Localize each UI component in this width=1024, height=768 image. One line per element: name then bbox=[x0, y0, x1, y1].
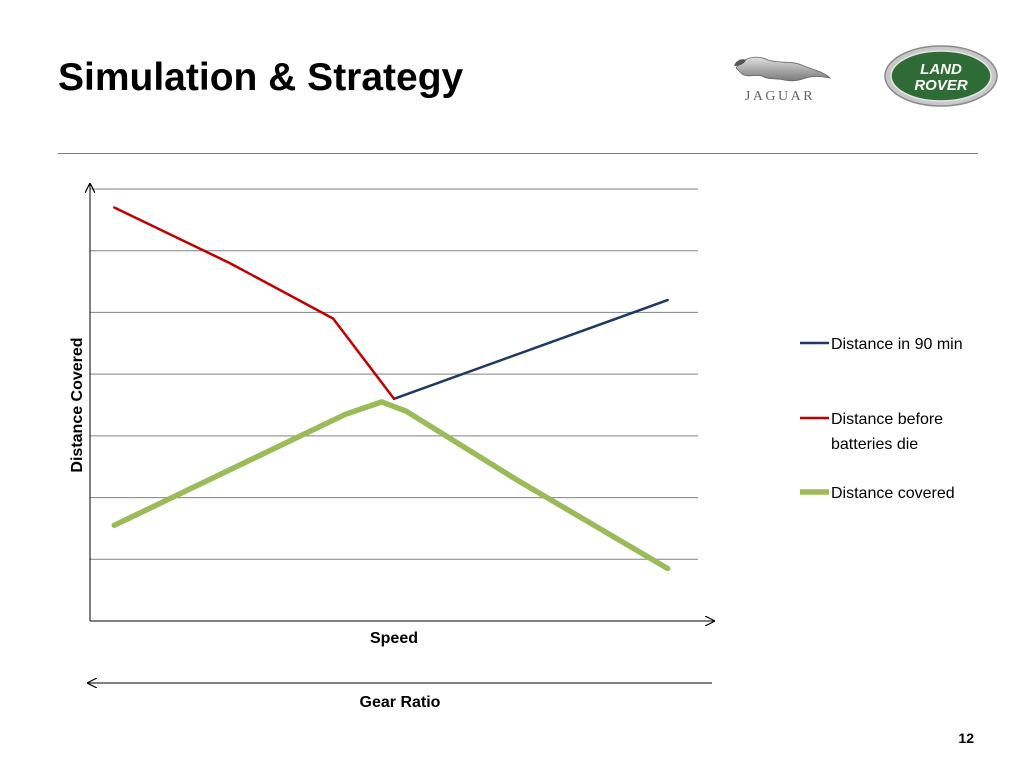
legend-label-1: Distance in 90 min bbox=[831, 336, 963, 353]
y-axis-label: Distance Covered bbox=[69, 337, 86, 472]
land-rover-wordmark-line1: LAND bbox=[920, 61, 962, 78]
legend-label-2-line-2: batteries die bbox=[831, 436, 918, 453]
jaguar-wordmark: JAGUAR bbox=[745, 89, 815, 104]
legend-label-3: Distance covered bbox=[831, 485, 955, 502]
jaguar-leaper-icon bbox=[734, 56, 832, 82]
x-axis-label: Speed bbox=[370, 630, 418, 647]
gear-ratio-label: Gear Ratio bbox=[360, 694, 441, 711]
series-line-1 bbox=[392, 298, 669, 401]
chart-series-layer bbox=[111, 206, 671, 572]
page-number: 12 bbox=[958, 730, 974, 746]
legend-label-2-line-1: Distance before bbox=[831, 411, 943, 428]
slide-title: Simulation & Strategy bbox=[58, 56, 464, 99]
chart-legend: Distance in 90 min Distance before batteri… bbox=[800, 336, 963, 502]
jaguar-logo: JAGUAR bbox=[734, 56, 832, 104]
land-rover-logo: LAND ROVER bbox=[884, 45, 998, 107]
land-rover-wordmark-line2: ROVER bbox=[914, 77, 968, 94]
chart-gridlines bbox=[90, 188, 698, 560]
title-divider bbox=[58, 153, 978, 154]
series-line-3 bbox=[111, 399, 671, 572]
series-line-2 bbox=[113, 206, 396, 401]
